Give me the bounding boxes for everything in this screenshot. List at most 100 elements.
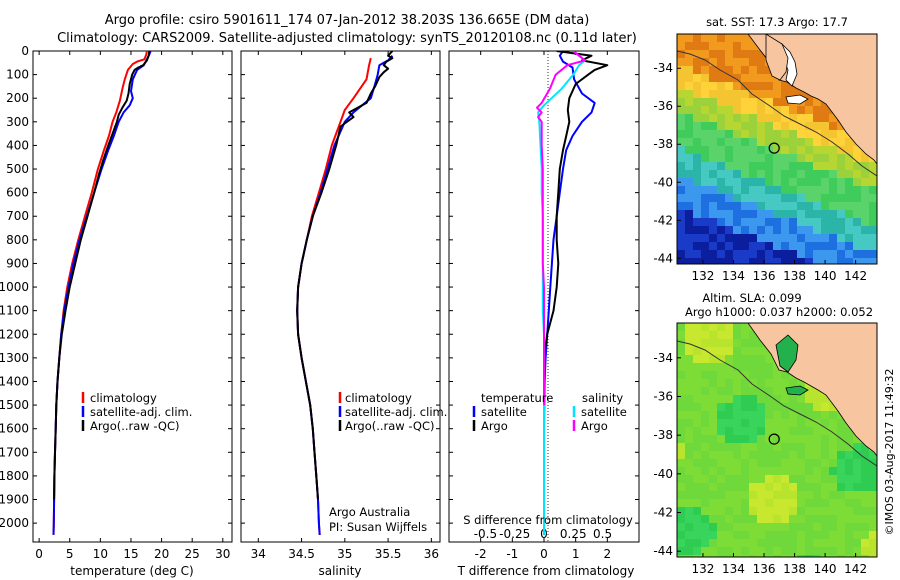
heatmap-cell xyxy=(749,419,758,428)
heatmap-cell xyxy=(733,411,742,420)
heatmap-cell xyxy=(685,451,694,460)
heatmap-cell xyxy=(701,363,710,372)
heatmap-cell xyxy=(677,170,686,179)
heatmap-cell xyxy=(813,531,822,540)
x-tick-label: -2 xyxy=(475,547,487,561)
y-tick-label: -40 xyxy=(653,175,673,189)
heatmap-cell xyxy=(757,531,766,540)
heatmap-cell xyxy=(717,186,726,195)
heatmap-cell xyxy=(757,371,766,380)
heatmap-cell xyxy=(701,242,710,251)
heatmap-cell xyxy=(829,555,838,557)
heatmap-cell xyxy=(725,258,734,264)
heatmap-cell xyxy=(805,539,814,548)
heatmap-cell xyxy=(725,178,734,187)
heatmap-cell xyxy=(797,114,806,123)
heatmap-cell xyxy=(685,162,694,171)
heatmap-cell xyxy=(757,379,766,388)
heatmap-cell xyxy=(781,483,790,492)
heatmap-cell xyxy=(789,427,798,436)
heatmap-cell xyxy=(773,218,782,227)
heatmap-cell xyxy=(781,130,790,139)
heatmap-cell xyxy=(725,210,734,219)
heatmap-cell xyxy=(701,170,710,179)
sla-map-title-line2: Argo h1000: 0.037 h2000: 0.052 xyxy=(685,305,873,319)
heatmap-cell xyxy=(805,483,814,492)
heatmap-cell xyxy=(733,547,742,556)
heatmap-cell xyxy=(837,234,846,243)
heatmap-cell xyxy=(757,555,766,557)
heatmap-cell xyxy=(829,419,838,428)
y-tick-label: 1600 xyxy=(0,422,29,436)
heatmap-cell xyxy=(805,419,814,428)
heatmap-cell xyxy=(765,523,774,532)
heatmap-cell xyxy=(709,339,718,348)
heatmap-cell xyxy=(677,130,686,139)
heatmap-cell xyxy=(709,459,718,468)
heatmap-cell xyxy=(765,443,774,452)
heatmap-cell xyxy=(773,162,782,171)
heatmap-cell xyxy=(757,210,766,219)
heatmap-cell xyxy=(805,106,814,115)
heatmap-cell xyxy=(685,459,694,468)
heatmap-cell xyxy=(837,531,846,540)
heatmap-cell xyxy=(677,411,686,420)
heatmap-cell xyxy=(693,178,702,187)
heatmap-cell xyxy=(725,371,734,380)
heatmap-cell xyxy=(717,547,726,556)
heatmap-cell xyxy=(709,218,718,227)
y-tick-label: -44 xyxy=(653,251,673,265)
heatmap-cell xyxy=(749,531,758,540)
heatmap-cell xyxy=(709,154,718,163)
heatmap-cell xyxy=(757,186,766,195)
heatmap-cell xyxy=(717,419,726,428)
heatmap-cell xyxy=(861,491,870,500)
heatmap-cell xyxy=(805,467,814,476)
heatmap-cell xyxy=(741,106,750,115)
heatmap-cell xyxy=(789,242,798,251)
heatmap-cell xyxy=(821,106,830,115)
heatmap-cell xyxy=(685,443,694,452)
s-tick-label: -0.5 xyxy=(474,527,497,541)
heatmap-cell xyxy=(765,363,774,372)
heatmap-cell xyxy=(685,531,694,540)
heatmap-cell xyxy=(741,194,750,203)
heatmap-cell xyxy=(717,523,726,532)
heatmap-cell xyxy=(709,371,718,380)
heatmap-cell xyxy=(781,194,790,203)
heatmap-cell xyxy=(821,154,830,163)
heatmap-cell xyxy=(829,435,838,444)
heatmap-cell xyxy=(757,242,766,251)
heatmap-cell xyxy=(725,531,734,540)
heatmap-cell xyxy=(701,146,710,155)
heatmap-cell xyxy=(853,459,862,468)
heatmap-cell xyxy=(757,106,766,115)
heatmap-cell xyxy=(733,178,742,187)
heatmap-cell xyxy=(813,170,822,179)
heatmap-cell xyxy=(741,122,750,131)
heatmap-cell xyxy=(685,122,694,131)
legend-label-satellite: satellite-adj. clim. xyxy=(90,405,192,419)
heatmap-cell xyxy=(813,435,822,444)
heatmap-cell xyxy=(741,379,750,388)
heatmap-cell xyxy=(741,475,750,484)
heatmap-cell xyxy=(765,459,774,468)
heatmap-cell xyxy=(765,515,774,524)
heatmap-cell xyxy=(773,531,782,540)
heatmap-cell xyxy=(861,258,870,264)
heatmap-cell xyxy=(701,443,710,452)
heatmap-cell xyxy=(677,547,686,556)
heatmap-cell xyxy=(677,387,686,396)
heatmap-cell xyxy=(789,435,798,444)
heatmap-cell xyxy=(741,218,750,227)
heatmap-cell xyxy=(685,130,694,139)
heatmap-cell xyxy=(757,427,766,436)
heatmap-cell xyxy=(765,483,774,492)
heatmap-cell xyxy=(693,50,702,59)
heatmap-cell xyxy=(725,347,734,356)
heatmap-cell xyxy=(773,411,782,420)
heatmap-cell xyxy=(765,387,774,396)
heatmap-cell xyxy=(701,419,710,428)
heatmap-cell xyxy=(821,531,830,540)
heatmap-cell xyxy=(757,515,766,524)
